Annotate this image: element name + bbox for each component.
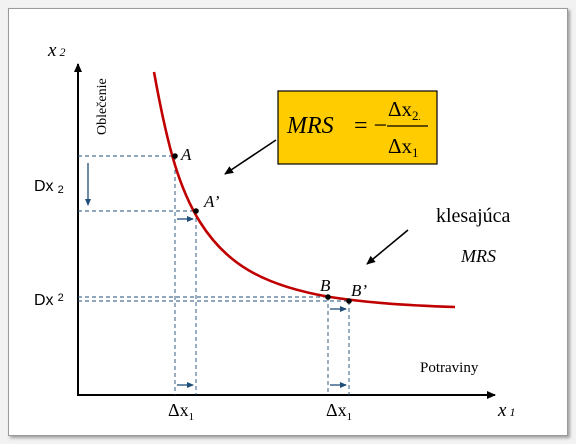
dx1-left-label: Δx1 bbox=[168, 400, 194, 423]
formula-denominator: Δx1 bbox=[388, 134, 419, 160]
formula-lhs: MRS bbox=[286, 113, 334, 139]
annotation-line1: klesajúca bbox=[436, 205, 511, 227]
point-b-prime-label: B’ bbox=[351, 281, 367, 300]
annotation-pointer-arrow bbox=[366, 229, 409, 265]
point-b-prime bbox=[346, 298, 352, 304]
guide-lines bbox=[78, 155, 350, 395]
formula-pointer-arrow bbox=[224, 139, 277, 175]
dx1-right-label: Δx1 bbox=[326, 400, 352, 423]
y-axis-name: Oblečenie bbox=[95, 78, 110, 135]
formula-box bbox=[277, 90, 438, 165]
formula-numerator: Δx2. bbox=[388, 97, 421, 123]
point-a-label: A bbox=[180, 145, 192, 164]
point-a-prime bbox=[193, 208, 199, 214]
delta-arrows bbox=[85, 163, 347, 388]
point-b bbox=[325, 294, 331, 300]
slide-frame bbox=[8, 8, 568, 436]
dx2-lower-label: Dx 2 bbox=[34, 292, 64, 309]
annotation-line2: MRS bbox=[460, 246, 496, 266]
x-axis-name: Potraviny bbox=[420, 360, 479, 376]
point-b-label: B bbox=[320, 276, 331, 295]
formula-eq: = − bbox=[354, 113, 387, 139]
dx2-upper-label: Dx 2 bbox=[34, 178, 64, 196]
point-a-prime-label: A’ bbox=[203, 192, 220, 211]
indifference-curve bbox=[152, 71, 456, 309]
point-a bbox=[172, 153, 178, 159]
